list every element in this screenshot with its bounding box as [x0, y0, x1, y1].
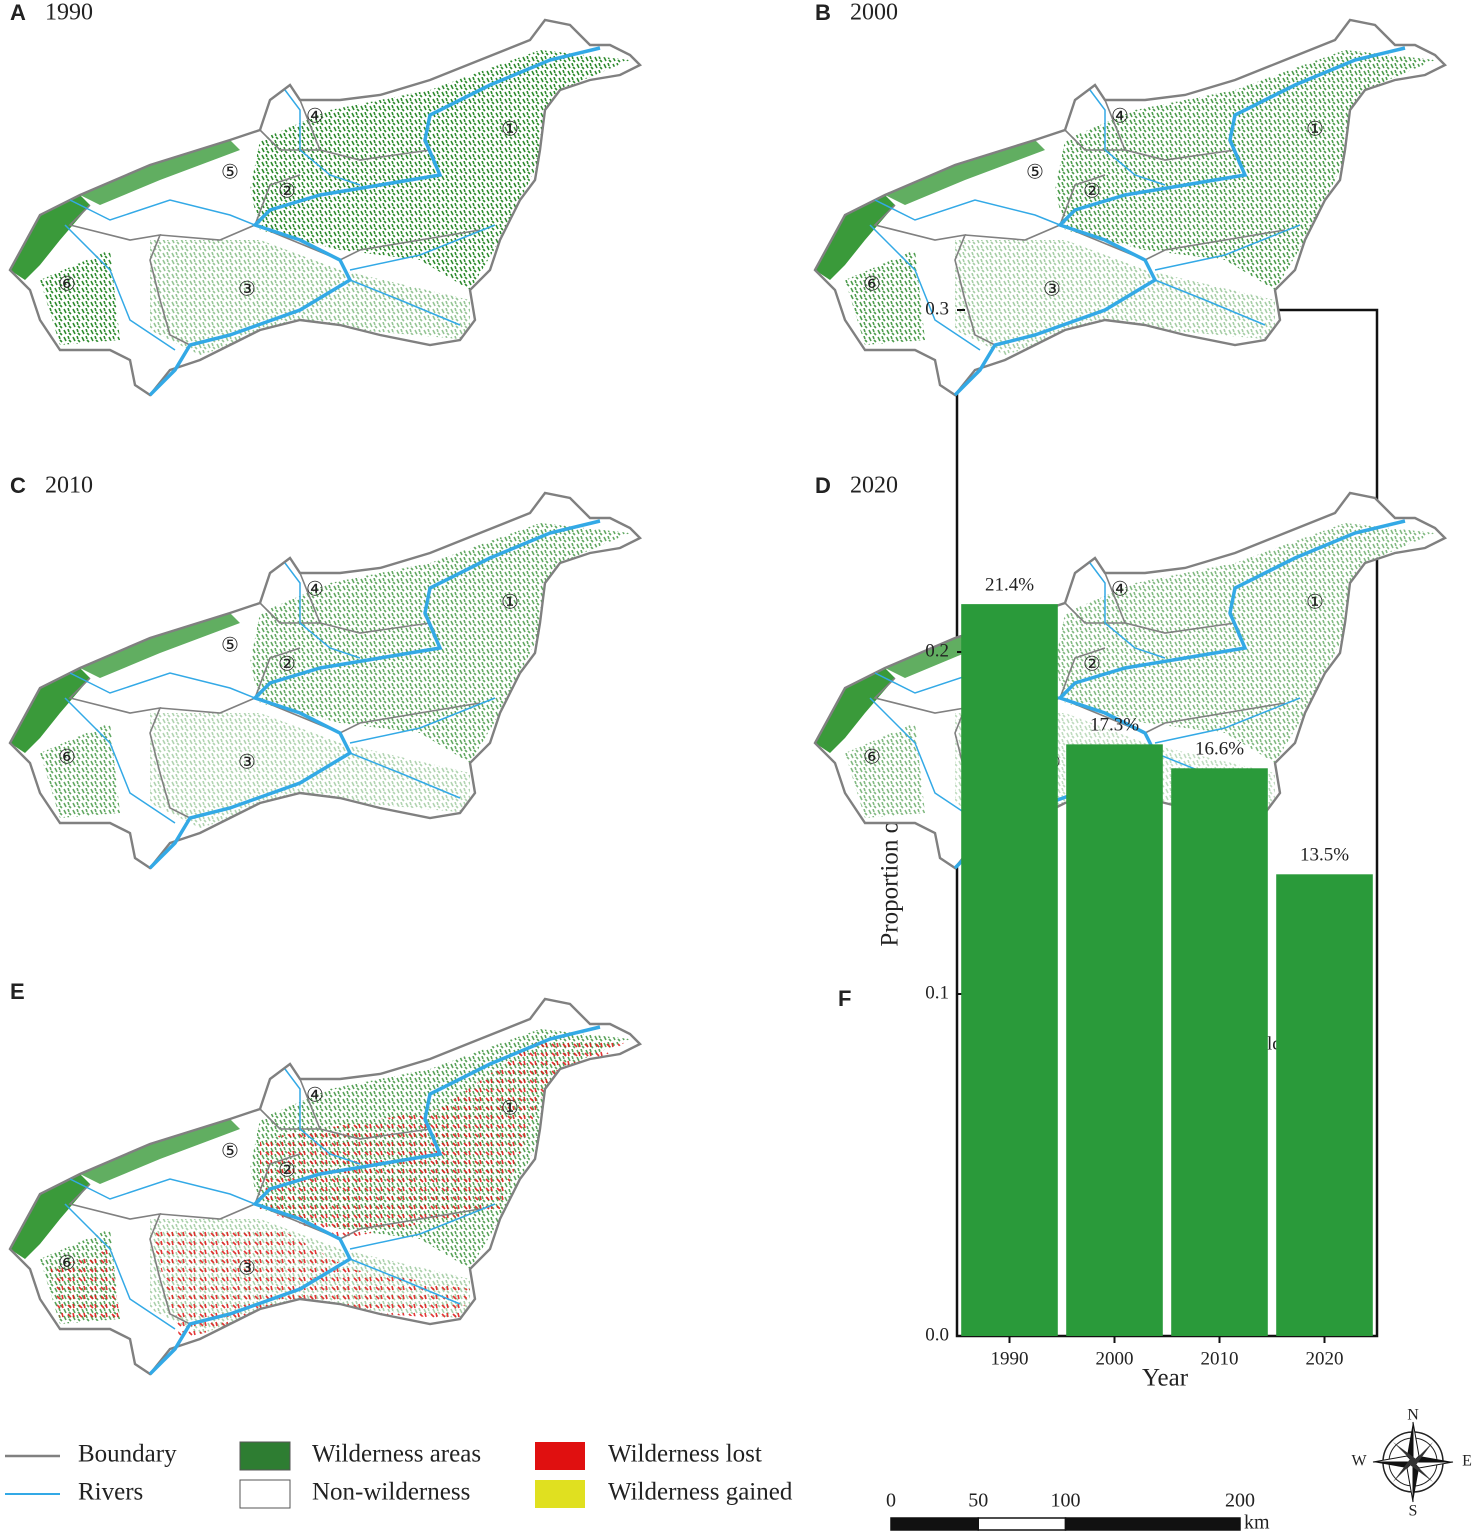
region-label: ① — [501, 117, 519, 141]
legend-label: Rivers — [78, 1479, 143, 1506]
legend-swatch — [239, 1441, 291, 1471]
wilderness-area — [40, 250, 120, 345]
legend-label: Wilderness lost — [608, 1441, 762, 1468]
region-label: ③ — [238, 1256, 256, 1280]
wilderness-area — [845, 250, 925, 345]
y-tick-label: 0.2 — [925, 640, 949, 661]
data-label: 16.6% — [1195, 739, 1244, 760]
panel-letter: B — [815, 0, 831, 25]
region-label: ② — [1083, 179, 1101, 203]
region-label: ② — [278, 179, 296, 203]
panel-year: 2020 — [850, 473, 898, 499]
data-label: 17.3% — [1090, 715, 1139, 736]
wilderness-area — [955, 240, 1275, 355]
data-label: 21.4% — [985, 574, 1034, 595]
scale-segment — [977, 1517, 1067, 1531]
bar — [1066, 744, 1163, 1336]
scale-segment — [890, 1517, 979, 1531]
scale-tick-label: 0 — [886, 1490, 896, 1512]
legend-label: Boundary — [78, 1441, 177, 1468]
region-label: ⑤ — [1026, 160, 1044, 184]
y-tick-label: 0.1 — [925, 982, 949, 1003]
data-label: 13.5% — [1300, 845, 1349, 866]
panel-letter: F — [838, 986, 851, 1011]
region-label: ⑤ — [221, 1139, 239, 1163]
wilderness-area — [250, 50, 630, 290]
region-label: ⑤ — [221, 160, 239, 184]
scale-segment — [1064, 1517, 1241, 1531]
panel-year: 2010 — [45, 473, 93, 499]
region-label: ⑥ — [863, 272, 881, 296]
region-label: ④ — [306, 104, 324, 128]
region-label: ② — [1083, 652, 1101, 676]
map-panel: ① ② ③ ④ ⑤ ⑥ C 2010 — [10, 473, 640, 869]
map-panel: ① ② ③ ④ ⑤ ⑥ B 2000 — [815, 0, 1445, 395]
x-tick-label: 1990 — [991, 1348, 1029, 1369]
map-panel: ① ② ③ ④ ⑤ ⑥ E — [10, 979, 640, 1374]
legend-label: Wilderness gained — [608, 1479, 793, 1506]
bar — [1171, 768, 1268, 1336]
legend-swatch — [239, 1479, 291, 1509]
bar — [1276, 874, 1373, 1336]
wilderness-area — [1055, 50, 1435, 290]
compass-e: E — [1462, 1453, 1472, 1470]
region-label: ① — [501, 1096, 519, 1120]
legend-swatch — [535, 1480, 585, 1508]
scale-tick-label: 200 — [1225, 1490, 1255, 1512]
bar — [961, 604, 1058, 1336]
y-tick-label: 0.3 — [925, 298, 949, 319]
compass: N E S W — [1351, 1407, 1471, 1520]
region-label: ④ — [1111, 104, 1129, 128]
region-label: ⑥ — [863, 745, 881, 769]
wilderness-area — [250, 523, 630, 763]
region-label: ⑤ — [221, 633, 239, 657]
panel-letter: E — [10, 979, 25, 1004]
x-tick-label: 2020 — [1306, 1348, 1344, 1369]
region-label: ③ — [238, 750, 256, 774]
region-label: ② — [278, 652, 296, 676]
region-label: ① — [501, 590, 519, 614]
legend-label: Non-wilderness — [312, 1479, 470, 1506]
wilderness-area — [40, 723, 120, 818]
region-label: ⑥ — [58, 1251, 76, 1275]
wilderness-area — [845, 723, 925, 818]
panel-year: 1990 — [45, 0, 93, 26]
scale-unit: km — [1244, 1512, 1270, 1532]
panel-year: 2000 — [850, 0, 898, 26]
region-label: ④ — [306, 1083, 324, 1107]
panel-letter: C — [10, 473, 26, 498]
wilderness-lost — [50, 1039, 630, 1339]
panel-letter: D — [815, 473, 831, 498]
panel-letter: A — [10, 0, 26, 25]
wilderness-area — [150, 713, 470, 828]
x-tick-label: 2010 — [1201, 1348, 1239, 1369]
y-tick-label: 0.0 — [925, 1324, 949, 1345]
map-panel: ① ② ③ ④ ⑤ ⑥ A 1990 — [10, 0, 640, 395]
region-label: ① — [1306, 590, 1324, 614]
region-label: ③ — [238, 277, 256, 301]
region-label: ④ — [306, 577, 324, 601]
scale-tick-label: 50 — [968, 1490, 988, 1512]
legend-label: Wilderness areas — [312, 1441, 481, 1468]
region-label: ④ — [1111, 577, 1129, 601]
region-label: ② — [278, 1158, 296, 1182]
wilderness-area — [1055, 523, 1435, 763]
x-tick-label: 2000 — [1096, 1348, 1134, 1369]
region-label: ⑥ — [58, 745, 76, 769]
x-axis-title: Year — [1142, 1365, 1189, 1392]
compass-n: N — [1407, 1407, 1419, 1424]
region-label: ⑥ — [58, 272, 76, 296]
wilderness-area — [150, 240, 470, 355]
legend-swatch — [535, 1442, 585, 1470]
region-label: ③ — [1043, 277, 1061, 301]
compass-w: W — [1351, 1453, 1367, 1470]
compass-s: S — [1409, 1503, 1418, 1520]
region-label: ① — [1306, 117, 1324, 141]
scale-tick-label: 100 — [1051, 1490, 1081, 1512]
